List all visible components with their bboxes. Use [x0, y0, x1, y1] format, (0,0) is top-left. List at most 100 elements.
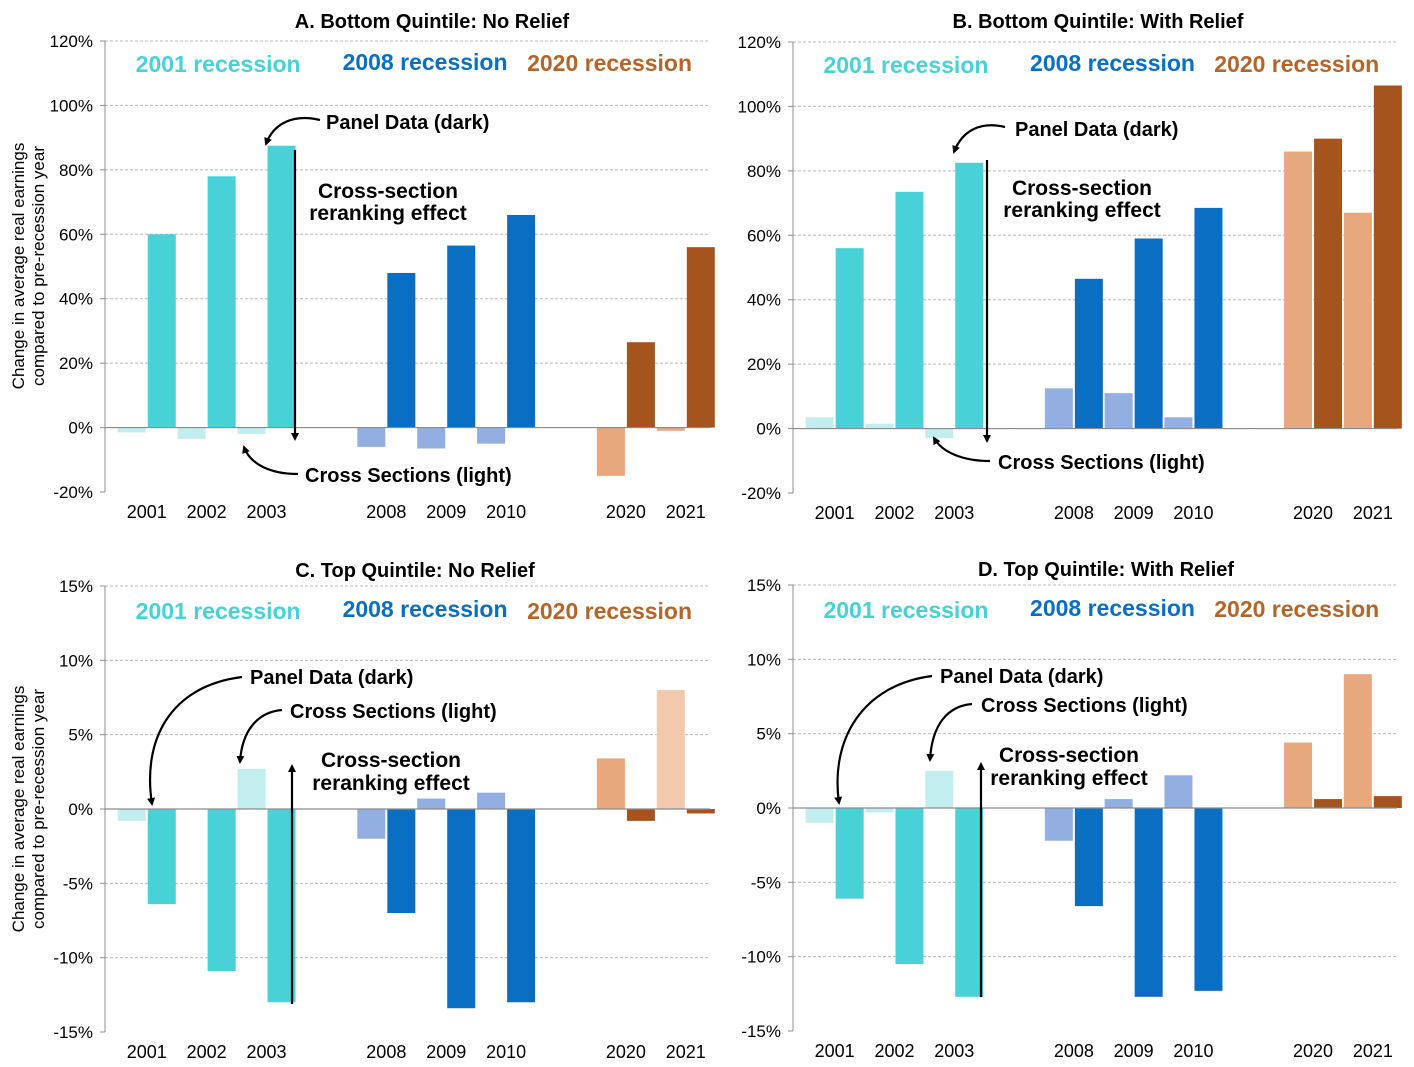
x-tick-label: 2002: [874, 503, 914, 523]
bar-cross-section-2021: [656, 690, 685, 809]
y-tick-label: 40%: [747, 291, 781, 310]
bar-panel-data-2021: [686, 247, 715, 428]
bar-cross-section-2008: [357, 809, 386, 839]
chart-title: C. Top Quintile: No Relief: [295, 560, 535, 582]
y-tick-label: -20%: [53, 483, 93, 502]
bar-panel-data-2003: [267, 145, 296, 428]
annotation-cross-arrow: [242, 445, 299, 476]
bar-panel-data-2009: [447, 245, 476, 428]
bar-cross-section-2008: [1044, 808, 1073, 841]
x-tick-label: 2008: [366, 502, 406, 522]
y-axis-title-bottom: Change in average real earnings compared …: [9, 686, 48, 933]
y-tick-label: 80%: [59, 161, 93, 180]
x-tick-label: 2009: [426, 502, 466, 522]
recession-label: 2001 recession: [136, 598, 301, 624]
x-tick-label: 2009: [426, 1042, 466, 1062]
bar-cross-section-2002: [865, 423, 894, 429]
bar-cross-section-2008: [357, 427, 386, 447]
y-tick-label: -15%: [741, 1022, 781, 1041]
bar-panel-data-2002: [895, 808, 924, 965]
bar-cross-section-2020: [1284, 151, 1313, 429]
annotation-panel-arrow: [952, 124, 1006, 154]
bar-panel-data-2008: [1074, 278, 1103, 429]
x-tick-label: 2001: [815, 1041, 855, 1061]
x-tick-label: 2001: [127, 502, 167, 522]
y-axis-title-line2: compared to pre-recession year: [29, 689, 48, 929]
x-tick-label: 2002: [874, 1041, 914, 1061]
bar-cross-section-2021: [656, 427, 685, 431]
annotation-cross-sections: Cross Sections (light): [998, 452, 1205, 474]
bar-panel-data-2008: [387, 272, 416, 428]
bar-cross-section-2010: [477, 427, 506, 444]
annotation-panel-data: Panel Data (dark): [940, 666, 1103, 688]
annotation-rerank-line2: reranking effect: [990, 767, 1148, 790]
bar-cross-section-2003: [237, 427, 266, 435]
y-axis-title-line1: Change in average real earnings: [9, 143, 28, 390]
annotation-panel-data: Panel Data (dark): [326, 112, 489, 134]
y-tick-label: 40%: [59, 290, 93, 309]
bar-panel-data-2021: [1373, 85, 1402, 429]
y-tick-label: 100%: [738, 97, 781, 116]
bar-panel-data-2009: [447, 809, 476, 1009]
bar-panel-data-2020: [626, 342, 655, 428]
bar-panel-data-2010: [1194, 808, 1223, 991]
x-tick-label: 2021: [666, 1042, 706, 1062]
x-tick-label: 2020: [1293, 503, 1333, 523]
y-tick-label: 0%: [68, 800, 93, 819]
bar-cross-section-2001: [117, 427, 146, 433]
bar-cross-section-2020: [1284, 742, 1313, 808]
y-tick-label: 5%: [756, 725, 781, 744]
y-tick-label: 120%: [738, 33, 781, 52]
annotation-cross-arrow: [933, 436, 991, 463]
annotation-panel-arrow: [264, 116, 321, 146]
bar-cross-section-2009: [417, 798, 446, 809]
x-tick-label: 2003: [934, 503, 974, 523]
recession-label: 2020 recession: [527, 50, 692, 76]
recession-label: 2001 recession: [136, 51, 301, 77]
x-tick-label: 2001: [815, 503, 855, 523]
bar-cross-section-2009: [1104, 393, 1133, 429]
bar-panel-data-2001: [835, 248, 864, 429]
chart-panel-4: -15% -10% -5% 0% 5% 10% 15% 2001 2002 2003 2008 200…: [741, 559, 1402, 1061]
bar-cross-section-2001: [805, 808, 834, 823]
y-tick-label: 80%: [747, 162, 781, 181]
recession-label: 2008 recession: [1030, 595, 1195, 621]
y-tick-label: -5%: [63, 874, 93, 893]
annotation-panel-arrow: [147, 675, 243, 806]
annotation-rerank-line2: reranking effect: [312, 772, 470, 795]
recession-label: 2001 recession: [823, 597, 988, 623]
x-tick-label: 2021: [1353, 1041, 1393, 1061]
y-tick-label: -15%: [53, 1023, 93, 1042]
x-tick-label: 2003: [247, 1042, 287, 1062]
y-tick-label: 0%: [756, 420, 781, 439]
x-tick-label: 2010: [1173, 1041, 1213, 1061]
x-tick-label: 2009: [1114, 1041, 1154, 1061]
recession-label: 2008 recession: [343, 596, 508, 622]
bar-panel-data-2008: [387, 809, 416, 914]
annotation-rerank-line1: Cross-section: [321, 749, 461, 772]
y-tick-label: -10%: [741, 948, 781, 967]
bar-cross-section-2009: [1104, 799, 1133, 808]
bar-cross-section-2010: [1164, 417, 1193, 429]
x-tick-label: 2010: [1173, 503, 1213, 523]
bar-panel-data-2009: [1134, 808, 1163, 997]
bar-cross-section-2001: [805, 417, 834, 429]
annotation-cross-sections: Cross Sections (light): [981, 695, 1188, 717]
chart-panel-2: -20% 0% 20% 40% 60% 80% 100% 120% 2001 2002 2003 20…: [738, 11, 1402, 523]
x-tick-label: 2001: [127, 1042, 167, 1062]
x-tick-label: 2021: [1353, 503, 1393, 523]
y-tick-label: 0%: [756, 799, 781, 818]
annotation-cross-arrow: [926, 702, 973, 762]
bar-cross-section-2003: [925, 770, 954, 808]
bar-cross-section-2020: [596, 758, 625, 809]
chart-title: D. Top Quintile: With Relief: [978, 559, 1234, 581]
x-tick-label: 2020: [1293, 1041, 1333, 1061]
annotation-cross-sections: Cross Sections (light): [305, 465, 512, 487]
recession-label: 2020 recession: [1214, 596, 1379, 622]
annotation-panel-data: Panel Data (dark): [1015, 119, 1178, 141]
y-tick-label: -10%: [53, 949, 93, 968]
y-axis-title-top: Change in average real earnings compared …: [9, 143, 48, 390]
recession-label: 2008 recession: [1030, 50, 1195, 76]
y-axis-title-line1: Change in average real earnings: [9, 686, 28, 933]
chart-panel-3: -15% -10% -5% 0% 5% 10% 15% 2001 2002 2003 2008 200…: [53, 560, 715, 1062]
